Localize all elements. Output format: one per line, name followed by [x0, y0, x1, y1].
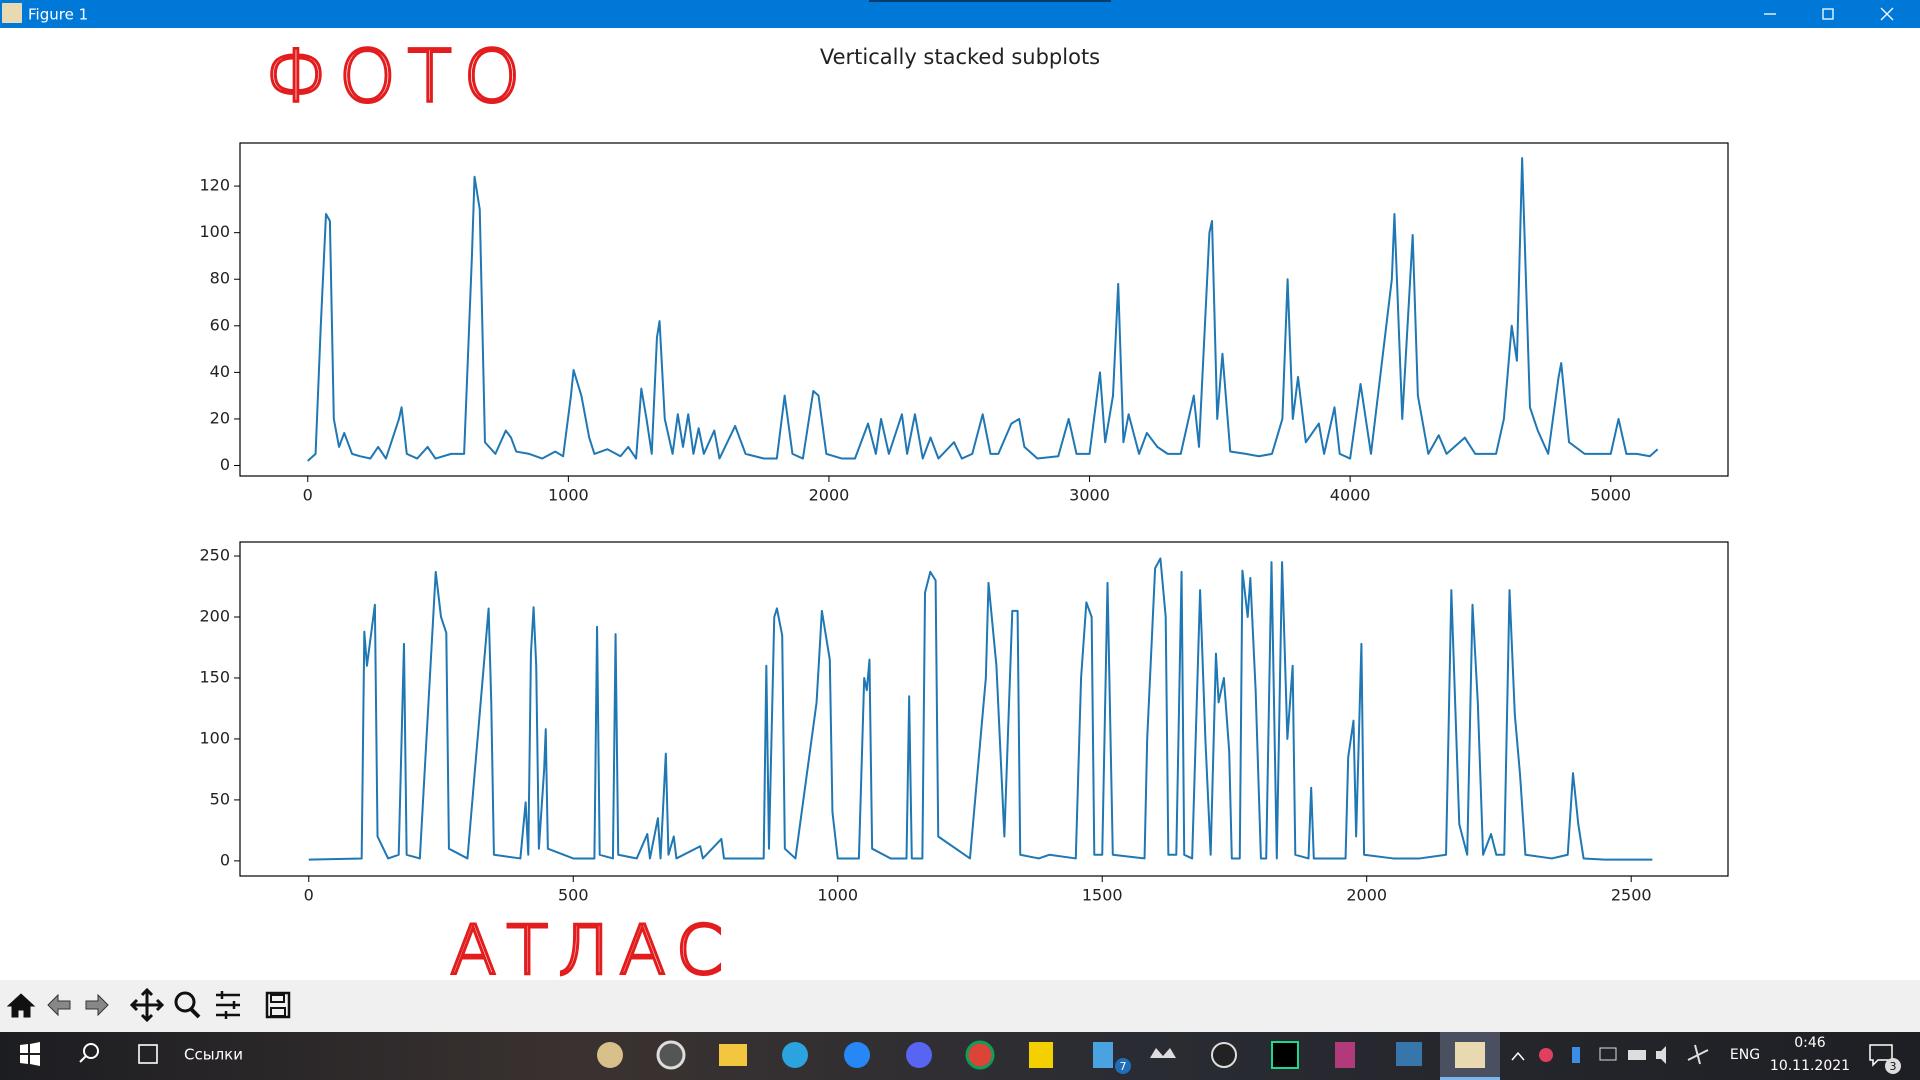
tray-icon[interactable] — [1687, 1044, 1709, 1065]
y-tick-label: 60 — [210, 315, 230, 334]
handwritten-note: АТЛАС — [450, 912, 733, 991]
notifications-button[interactable] — [1869, 1044, 1893, 1067]
y-tick-label: 120 — [199, 176, 230, 195]
data-line — [307, 157, 1659, 462]
home-button[interactable] — [6, 993, 36, 1018]
app-icon[interactable] — [1396, 1042, 1422, 1066]
data-line — [308, 557, 1653, 861]
x-tick-label: 2000 — [809, 486, 850, 505]
x-tick-label: 5000 — [1590, 486, 1631, 505]
badge-count: 7 — [1120, 1060, 1127, 1073]
toolbar-label[interactable]: Ссылки — [184, 1046, 243, 1064]
x-tick-label: 2500 — [1611, 886, 1652, 905]
y-tick-label: 20 — [210, 408, 230, 427]
clock-date[interactable]: 10.11.2021 — [1770, 1058, 1850, 1074]
tray-expand[interactable] — [1511, 1051, 1525, 1061]
language-indicator[interactable]: ENG — [1730, 1047, 1760, 1063]
start-button[interactable] — [20, 1042, 40, 1066]
app-icon[interactable] — [1335, 1042, 1355, 1068]
app-icon[interactable] — [965, 1040, 995, 1070]
pan-button[interactable] — [129, 987, 165, 1023]
handwritten-note: ФОТО — [265, 35, 532, 119]
configure-button[interactable] — [216, 991, 240, 1019]
app-icon[interactable] — [844, 1042, 870, 1068]
axes-frame — [239, 142, 1729, 477]
y-tick-label: 0 — [220, 850, 230, 869]
x-tick-label: 0 — [303, 486, 313, 505]
search-button[interactable] — [79, 1043, 99, 1063]
y-tick-label: 150 — [199, 667, 230, 686]
y-tick-label: 100 — [199, 222, 230, 241]
y-tick-label: 0 — [220, 455, 230, 474]
restore-button[interactable] — [1822, 8, 1834, 20]
app-icon[interactable] — [719, 1044, 747, 1066]
tray-icon[interactable] — [1656, 1046, 1666, 1064]
active-indicator — [1440, 1077, 1500, 1080]
app-icon[interactable] — [906, 1042, 932, 1068]
save-button[interactable] — [265, 991, 291, 1019]
app-icon[interactable] — [656, 1040, 686, 1070]
tray-icons — [1539, 1044, 1709, 1065]
app-icon[interactable] — [782, 1042, 808, 1068]
badge — [1115, 1058, 1131, 1074]
tray-icon[interactable] — [1599, 1047, 1617, 1061]
window-title: Figure 1 — [28, 6, 88, 24]
taskbar-apps — [597, 1032, 1500, 1080]
app-icon[interactable] — [1271, 1041, 1299, 1069]
x-tick-label: 1500 — [1082, 886, 1123, 905]
badge-count: 3 — [1890, 1060, 1897, 1073]
x-tick-label: 4000 — [1330, 486, 1371, 505]
y-tick-label: 50 — [210, 789, 230, 808]
y-tick-label: 100 — [199, 728, 230, 747]
forward-button[interactable] — [85, 993, 109, 1017]
tray-icon[interactable] — [1628, 1050, 1646, 1060]
drag-indicator — [869, 0, 1111, 2]
app-icon — [2, 3, 22, 23]
x-tick-label: 1000 — [817, 886, 858, 905]
app-icon[interactable] — [1150, 1048, 1176, 1058]
app-icon[interactable] — [1211, 1042, 1237, 1068]
x-tick-label: 2000 — [1346, 886, 1387, 905]
badge — [1885, 1058, 1901, 1074]
app-icon[interactable] — [1029, 1042, 1053, 1068]
app-icon[interactable] — [1093, 1042, 1113, 1068]
axes-frame — [239, 541, 1729, 877]
tray-icon[interactable] — [1539, 1048, 1553, 1062]
app-icon[interactable] — [597, 1042, 623, 1068]
clock-time[interactable]: 0:46 — [1794, 1035, 1826, 1051]
x-tick-label: 3000 — [1069, 486, 1110, 505]
tray-icon[interactable] — [1572, 1047, 1580, 1063]
toolbar — [0, 980, 1920, 1032]
y-tick-label: 40 — [210, 362, 230, 381]
figure-title: Vertically stacked subplots — [820, 45, 1100, 69]
task-view-button[interactable] — [138, 1044, 158, 1064]
back-button[interactable] — [47, 993, 71, 1017]
y-tick-label: 200 — [199, 606, 230, 625]
title-bar — [0, 0, 1920, 28]
close-button[interactable] — [1880, 7, 1894, 21]
x-tick-label: 0 — [304, 886, 314, 905]
zoom-button[interactable] — [174, 991, 201, 1019]
app-icon[interactable] — [1455, 1042, 1485, 1068]
x-tick-label: 1000 — [548, 486, 589, 505]
y-tick-label: 80 — [210, 269, 230, 288]
y-tick-label: 250 — [199, 546, 230, 565]
x-tick-label: 500 — [558, 886, 589, 905]
